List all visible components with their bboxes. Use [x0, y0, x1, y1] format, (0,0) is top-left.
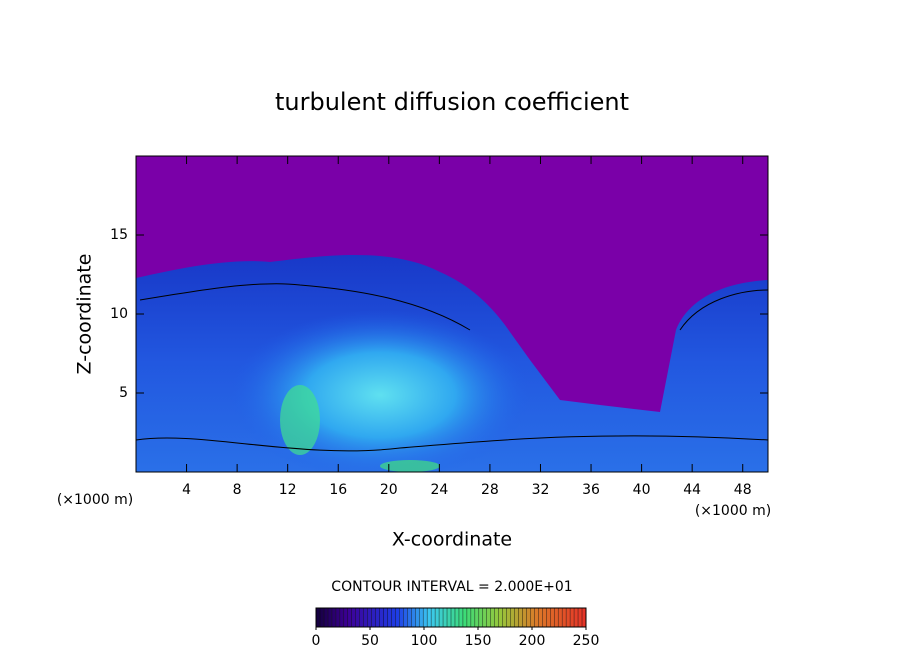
colorbar-stripe: [542, 608, 547, 627]
colorbar-stripe: [407, 608, 412, 627]
colorbar-stripe: [435, 608, 440, 627]
colorbar-stripe: [331, 608, 336, 627]
colorbar-stripe: [534, 608, 539, 627]
colorbar-stripe: [490, 608, 495, 627]
colorbar-stripe: [566, 608, 571, 627]
colorbar-stripe: [498, 608, 503, 627]
colorbar-stripe: [466, 608, 471, 627]
colorbar-stripe: [518, 608, 523, 627]
colorbar-stripe: [510, 608, 515, 627]
colorbar-stripe: [383, 608, 388, 627]
colorbar-stripe: [359, 608, 364, 627]
colorbar-stripe: [316, 608, 320, 627]
colorbar-stripe: [462, 608, 467, 627]
colorbar-stripe: [558, 608, 563, 627]
colorbar-stripe: [339, 608, 344, 627]
x-tick-label: 48: [734, 482, 752, 498]
y-tick-label: 5: [119, 385, 128, 401]
colorbar-stripe: [411, 608, 416, 627]
x-tick-label: 32: [532, 482, 550, 498]
colorbar-stripe: [439, 608, 444, 627]
colorbar-tick-label: 250: [573, 633, 600, 649]
colorbar-stripe: [530, 608, 535, 627]
colorbar-stripe: [327, 608, 332, 627]
x-unit-label: (×1000 m): [695, 503, 771, 519]
colorbar-stripe: [399, 608, 404, 627]
contour-interval: CONTOUR INTERVAL = 2.000E+01: [331, 579, 572, 595]
colorbar-stripe: [323, 608, 328, 627]
colorbar-stripe: [415, 608, 420, 627]
x-tick-label: 40: [633, 482, 651, 498]
colorbar-stripe: [387, 608, 392, 627]
colorbar-tick-label: 150: [465, 633, 492, 649]
colorbar-stripe: [347, 608, 352, 627]
colorbar-stripe: [550, 608, 555, 627]
colorbar-stripe: [355, 608, 360, 627]
colorbar-stripe: [351, 608, 356, 627]
colorbar-stripe: [454, 608, 459, 627]
colorbar-stripe: [395, 608, 400, 627]
colorbar-stripe: [486, 608, 491, 627]
colorbar-stripe: [554, 608, 559, 627]
colorbar-frame: [315, 607, 587, 628]
colorbar-stripe: [379, 608, 384, 627]
colorbar-stripe: [419, 608, 424, 627]
colorbar-stripe: [578, 608, 583, 627]
colorbar-stripe: [335, 608, 340, 627]
colorbar-stripe: [514, 608, 519, 627]
colorbar-stripe: [562, 608, 567, 627]
colorbar-stripe: [391, 608, 396, 627]
colorbar-stripe: [367, 608, 372, 627]
colorbar-stripe: [470, 608, 475, 627]
colorbar-stripe: [570, 608, 575, 627]
colorbar-stripe: [447, 608, 451, 627]
y-tick-label: 15: [110, 227, 128, 243]
colorbar-tick-label: 100: [411, 633, 438, 649]
colorbar-stripe: [343, 608, 348, 627]
x-tick-label: 8: [233, 482, 242, 498]
chart-title: turbulent diffusion coefficient: [275, 88, 629, 116]
x-tick-label: 4: [182, 482, 191, 498]
colorbar-tick-label: 50: [361, 633, 379, 649]
colorbar-stripe: [403, 608, 408, 627]
colorbar-stripe: [375, 608, 380, 627]
colorbar-stripe: [363, 608, 368, 627]
colorbar-stripe: [502, 608, 507, 627]
colorbar-stripe: [458, 608, 463, 627]
colorbar-tick-label: 0: [312, 633, 321, 649]
y-unit-label: (×1000 m): [57, 492, 133, 508]
x-tick-label: 16: [329, 482, 347, 498]
y-axis-label: Z-coordinate: [74, 254, 96, 375]
x-tick-label: 28: [481, 482, 499, 498]
colorbar-stripe: [494, 608, 499, 627]
colorbar-stripe: [319, 608, 324, 627]
colorbar-stripe: [582, 608, 586, 627]
colorbar-stripe: [478, 608, 483, 627]
x-tick-label: 20: [380, 482, 398, 498]
x-tick-label: 36: [582, 482, 600, 498]
colorbar-stripe: [526, 608, 531, 627]
colorbar-stripe: [423, 608, 428, 627]
x-tick-label: 44: [683, 482, 701, 498]
colorbar-stripe: [431, 608, 436, 627]
x-tick-label: 12: [279, 482, 297, 498]
y-tick-label: 10: [110, 306, 128, 322]
colorbar-stripe: [371, 608, 376, 627]
x-tick-label: 24: [430, 482, 448, 498]
colorbar-stripe: [451, 608, 455, 627]
colorbar-stripe: [474, 608, 479, 627]
colorbar-stripe: [443, 608, 448, 627]
colorbar-stripe: [522, 608, 527, 627]
colorbar-tick-label: 200: [519, 633, 546, 649]
field: [136, 156, 768, 472]
colorbar-stripe: [482, 608, 487, 627]
colorbar-stripe: [506, 608, 511, 627]
colorbar-stripe: [546, 608, 551, 627]
colorbar-stripe: [427, 608, 432, 627]
colorbar-stripe: [538, 608, 543, 627]
colorbar-stripe: [574, 608, 579, 627]
x-axis-label: X-coordinate: [392, 529, 512, 551]
